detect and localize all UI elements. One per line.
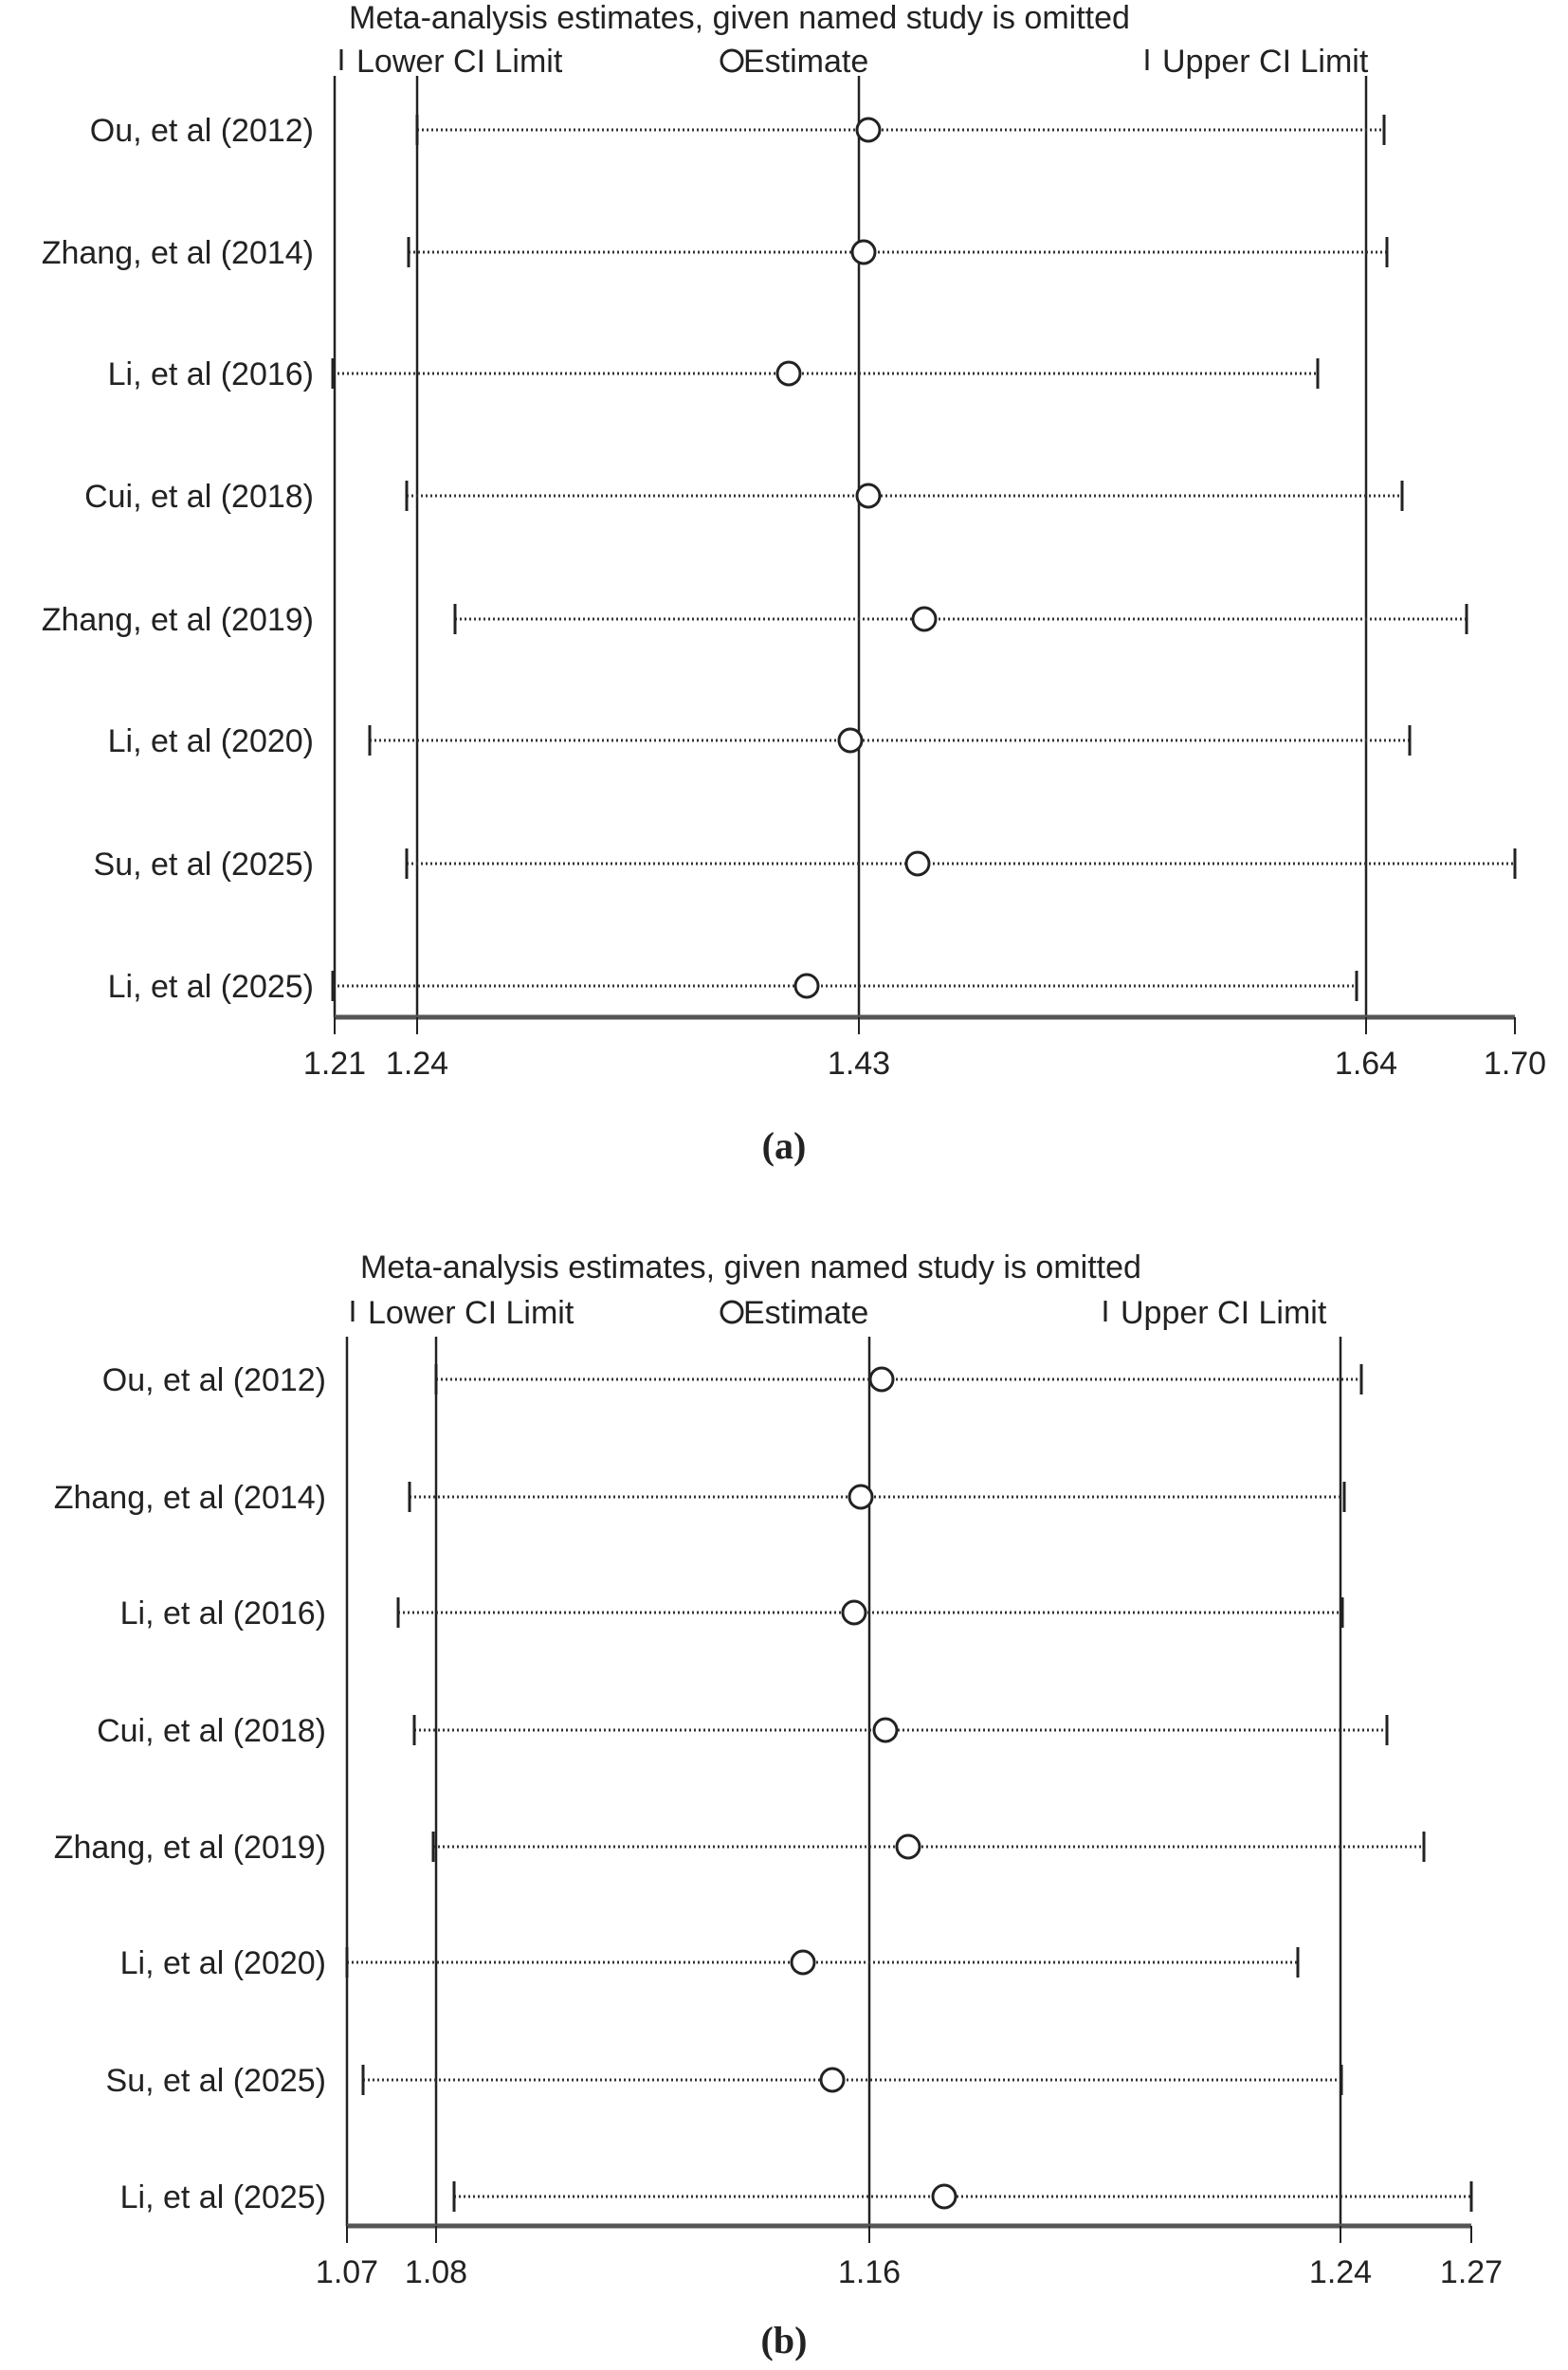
- x-tick-label: 1.24: [386, 1046, 448, 1082]
- estimate-circle: [855, 117, 882, 143]
- caption-a: (a): [761, 1124, 807, 1167]
- study-label: Li, et al (2016): [120, 1595, 326, 1632]
- estimate-circle: [790, 1949, 816, 1976]
- study-label: Zhang, et al (2014): [42, 235, 314, 271]
- chart-title-b: Meta-analysis estimates, given named stu…: [360, 1249, 1141, 1285]
- estimate-circle: [775, 360, 802, 387]
- estimate-circle: [931, 2183, 957, 2210]
- legend-estimate-circle-icon: [720, 1300, 744, 1324]
- x-tick-label: 1.24: [1309, 2254, 1372, 2290]
- x-tick-label: 1.07: [316, 2254, 378, 2290]
- estimate-circle: [911, 606, 938, 632]
- x-tick-label: 1.64: [1335, 1046, 1397, 1082]
- legend-upper-label: Upper CI Limit: [1121, 1295, 1327, 1331]
- estimate-circle: [837, 727, 864, 754]
- estimate-circle: [848, 1484, 874, 1510]
- study-label: Ou, et al (2012): [102, 1362, 326, 1398]
- legend-lower-label: Lower CI Limit: [368, 1295, 574, 1331]
- study-label: Su, et al (2025): [106, 2063, 326, 2099]
- study-label: Li, et al (2025): [120, 2179, 326, 2215]
- caption-b: (b): [760, 2319, 808, 2361]
- estimate-circle: [850, 239, 877, 265]
- estimate-circle: [868, 1366, 895, 1393]
- study-label: Zhang, et al (2014): [54, 1480, 326, 1516]
- study-label: Ou, et al (2012): [90, 113, 314, 149]
- x-tick-label: 1.43: [828, 1046, 890, 1082]
- legend-estimate-label: Estimate: [743, 1295, 868, 1331]
- legend-upper-label: Upper CI Limit: [1162, 44, 1369, 80]
- study-label: Zhang, et al (2019): [42, 602, 314, 638]
- estimate-circle: [855, 483, 882, 509]
- estimate-circle: [819, 2067, 846, 2093]
- estimate-circle: [904, 850, 931, 877]
- estimate-circle: [841, 1599, 867, 1626]
- study-label: Li, et al (2020): [108, 723, 314, 759]
- study-label: Li, et al (2025): [108, 969, 314, 1005]
- chart-title-a: Meta-analysis estimates, given named stu…: [349, 0, 1130, 36]
- estimate-circle: [895, 1833, 921, 1860]
- study-label: Zhang, et al (2019): [54, 1830, 326, 1866]
- x-tick-label: 1.27: [1440, 2254, 1503, 2290]
- legend-estimate-label: Estimate: [743, 44, 868, 80]
- legend-lower-label: Lower CI Limit: [356, 44, 563, 80]
- x-tick-label: 1.08: [405, 2254, 467, 2290]
- study-label: Cui, et al (2018): [97, 1713, 326, 1749]
- study-label: Li, et al (2016): [108, 356, 314, 392]
- x-tick-label: 1.70: [1484, 1046, 1546, 1082]
- study-label: Su, et al (2025): [94, 847, 314, 883]
- study-label: Li, et al (2020): [120, 1945, 326, 1981]
- estimate-circle: [793, 973, 820, 999]
- x-tick-label: 1.21: [303, 1046, 366, 1082]
- study-label: Cui, et al (2018): [84, 479, 314, 515]
- legend-estimate-circle-icon: [720, 48, 744, 73]
- x-tick-label: 1.16: [838, 2254, 901, 2290]
- estimate-circle: [872, 1717, 899, 1743]
